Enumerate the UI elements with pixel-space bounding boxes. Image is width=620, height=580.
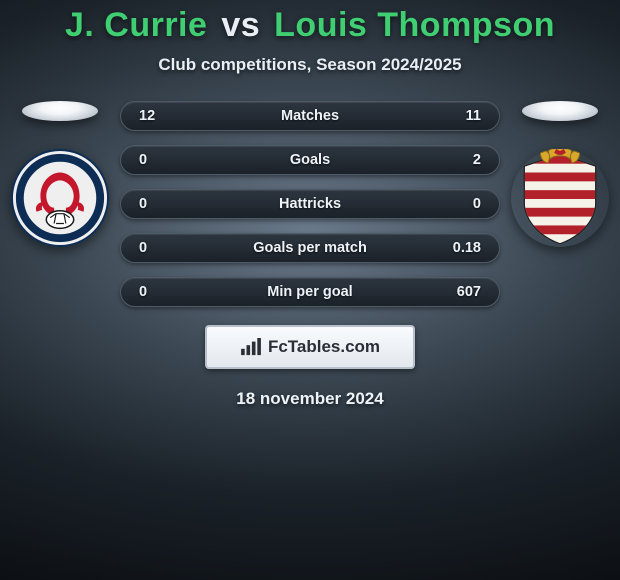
stat-label: Goals per match — [193, 240, 427, 256]
stat-row: 0 Goals 2 — [120, 145, 500, 175]
stat-label: Hattricks — [193, 196, 427, 212]
crest-right-svg — [511, 149, 609, 247]
ball-icon — [22, 101, 98, 121]
stevenage-crest — [511, 149, 609, 247]
stat-left-value: 0 — [121, 240, 193, 256]
vs-text: vs — [221, 6, 260, 44]
stat-right-value: 2 — [427, 152, 499, 168]
brand-box: FcTables.com — [205, 325, 415, 369]
stat-right-value: 607 — [427, 284, 499, 300]
ball-icon — [522, 101, 598, 121]
stat-left-value: 0 — [121, 152, 193, 168]
stat-row: 0 Goals per match 0.18 — [120, 233, 500, 263]
stat-label: Matches — [193, 108, 427, 124]
stat-left-value: 0 — [121, 284, 193, 300]
stat-right-value: 11 — [427, 108, 499, 124]
page-title: J. Currie vs Louis Thompson — [65, 6, 555, 45]
stat-row: 12 Matches 11 — [120, 101, 500, 131]
brand-barchart-icon — [240, 338, 262, 356]
leyton-orient-crest — [11, 149, 109, 247]
comparison-card: J. Currie vs Louis Thompson Club competi… — [0, 0, 620, 580]
content: J. Currie vs Louis Thompson Club competi… — [0, 0, 620, 409]
stat-right-value: 0 — [427, 196, 499, 212]
right-side — [500, 101, 620, 247]
player2-name: Louis Thompson — [274, 6, 555, 44]
brand-text: FcTables.com — [268, 337, 380, 357]
stats-list: 12 Matches 11 0 Goals 2 0 Hattricks 0 0 … — [120, 101, 500, 307]
columns: 12 Matches 11 0 Goals 2 0 Hattricks 0 0 … — [0, 101, 620, 307]
stat-right-value: 0.18 — [427, 240, 499, 256]
stat-left-value: 0 — [121, 196, 193, 212]
stat-row: 0 Min per goal 607 — [120, 277, 500, 307]
stat-label: Goals — [193, 152, 427, 168]
subtitle: Club competitions, Season 2024/2025 — [158, 55, 461, 75]
stat-label: Min per goal — [193, 284, 427, 300]
stat-left-value: 12 — [121, 108, 193, 124]
stat-row: 0 Hattricks 0 — [120, 189, 500, 219]
player1-name: J. Currie — [65, 6, 207, 44]
left-side — [0, 101, 120, 247]
crest-left-svg — [11, 149, 109, 247]
date-text: 18 november 2024 — [236, 389, 383, 409]
